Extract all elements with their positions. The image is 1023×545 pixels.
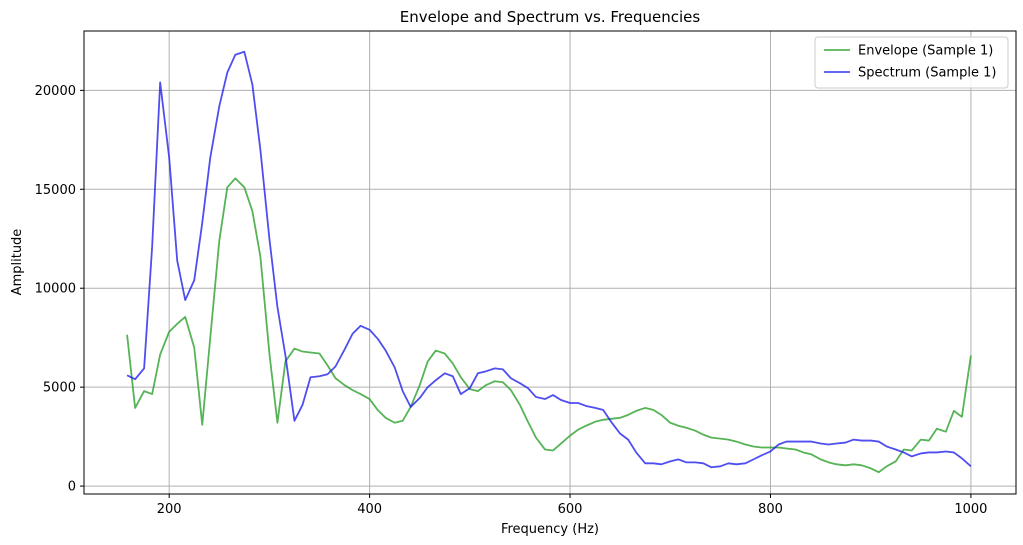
series-line-1 xyxy=(126,177,972,474)
y-tick-label: 10000 xyxy=(35,282,76,297)
chart-title: Envelope and Spectrum vs. Frequencies xyxy=(400,8,701,26)
plot-frame xyxy=(83,30,1017,495)
x-tick-label: 600 xyxy=(558,502,583,517)
x-axis-label: Frequency (Hz) xyxy=(501,522,599,537)
legend-label: Spectrum (Sample 1) xyxy=(858,66,996,81)
x-tick-label: 400 xyxy=(357,502,382,517)
x-tick-label: 800 xyxy=(758,502,783,517)
y-tick-label: 20000 xyxy=(35,84,76,99)
legend-label: Envelope (Sample 1) xyxy=(858,44,993,59)
legend: Envelope (Sample 1) Spectrum (Sample 1) xyxy=(814,36,1009,89)
legend-box xyxy=(814,36,1009,89)
y-tick-label: 0 xyxy=(68,480,76,495)
grid-lines xyxy=(84,31,1016,494)
series-line-2 xyxy=(126,50,972,469)
y-tick-label: 15000 xyxy=(35,183,76,198)
series-lines xyxy=(126,50,972,474)
y-axis-label: Amplitude xyxy=(10,229,25,296)
x-tick-label: 200 xyxy=(157,502,182,517)
y-tick-label: 5000 xyxy=(43,381,76,396)
x-tick-label: 1000 xyxy=(954,502,987,517)
